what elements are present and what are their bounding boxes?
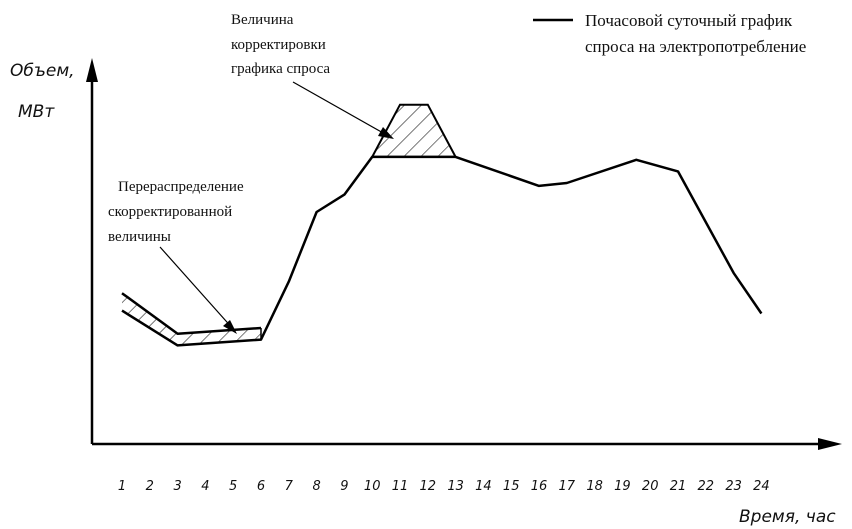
x-tick-label-17: 17 bbox=[559, 479, 576, 494]
x-tick-label-10: 10 bbox=[364, 479, 381, 494]
x-tick-label-1: 1 bbox=[118, 479, 126, 494]
x-tick-label-4: 4 bbox=[201, 479, 209, 494]
demand-series-line bbox=[121, 155, 763, 347]
annotation-top-line1: Величина bbox=[231, 12, 294, 28]
y-axis-arrow bbox=[86, 58, 98, 82]
x-tick-label-19: 19 bbox=[614, 479, 631, 494]
x-tick-label-13: 13 bbox=[447, 479, 464, 494]
annotation-left-leader bbox=[159, 246, 235, 331]
y-axis-label-line1: Объем, bbox=[10, 61, 75, 81]
legend-label-line1: Почасовой суточный график bbox=[585, 11, 793, 30]
annotation-left-line1: Перераспределение bbox=[118, 179, 244, 195]
x-tick-label-14: 14 bbox=[475, 479, 492, 494]
redistributed-upper-line bbox=[121, 292, 262, 336]
redistribution-band bbox=[122, 293, 261, 346]
x-tick-label-6: 6 bbox=[257, 479, 265, 494]
x-tick-label-16: 16 bbox=[531, 479, 548, 494]
x-tick-label-9: 9 bbox=[340, 479, 348, 494]
legend-label-line2: спроса на электропотребление bbox=[585, 37, 806, 56]
x-tick-label-24: 24 bbox=[753, 479, 770, 494]
x-tick-label-5: 5 bbox=[229, 479, 237, 494]
x-tick-label-15: 15 bbox=[503, 479, 520, 494]
x-tick-label-20: 20 bbox=[642, 479, 659, 494]
annotation-top-line2: корректировки bbox=[231, 37, 326, 53]
x-tick-label-18: 18 bbox=[586, 479, 603, 494]
x-tick-label-8: 8 bbox=[312, 479, 320, 494]
x-tick-label-23: 23 bbox=[725, 479, 742, 494]
x-axis-label: Время, час bbox=[739, 507, 836, 527]
annotation-top-leader bbox=[292, 81, 393, 139]
x-axis-arrow bbox=[818, 438, 842, 450]
annotation-top-line3: графика спроса bbox=[231, 61, 330, 77]
x-tick-label-11: 11 bbox=[392, 479, 409, 494]
x-tick-label-2: 2 bbox=[146, 479, 154, 494]
x-tick-label-3: 3 bbox=[173, 479, 181, 494]
x-tick-label-22: 22 bbox=[698, 479, 715, 494]
x-tick-label-12: 12 bbox=[420, 479, 437, 494]
y-axis-label-line2: МВт bbox=[18, 102, 55, 122]
annotation-left-line2: скорректированной bbox=[108, 204, 232, 220]
x-tick-label-7: 7 bbox=[285, 479, 294, 494]
annotation-left-line3: величины bbox=[108, 229, 171, 245]
x-tick-label-21: 21 bbox=[670, 479, 687, 494]
